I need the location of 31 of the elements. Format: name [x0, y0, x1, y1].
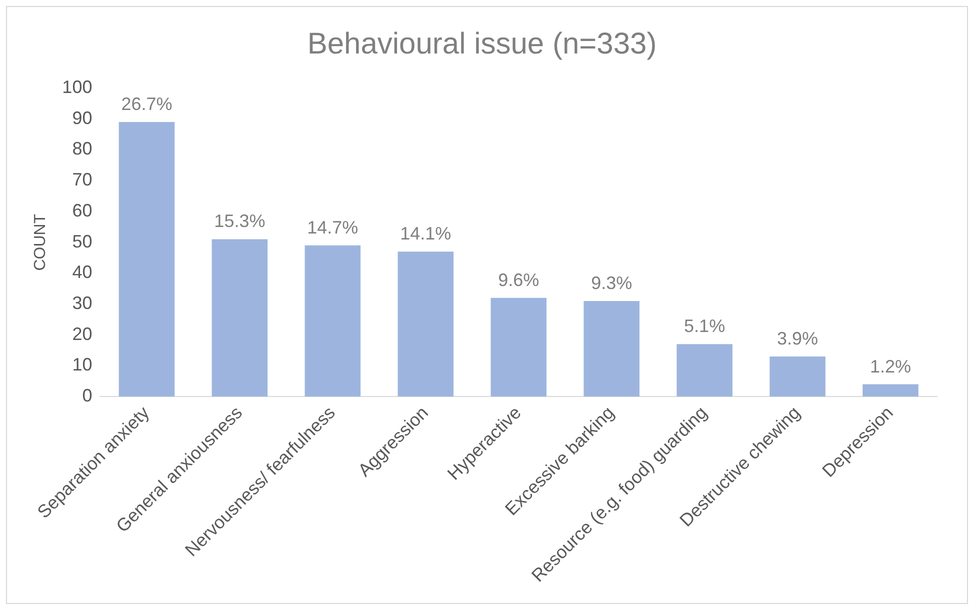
annotation: 1.2%: [870, 356, 912, 376]
annotation: 14.1%: [400, 224, 452, 244]
y-tick-label: 0: [82, 386, 92, 406]
y-tick-label: 80: [72, 138, 92, 159]
bar: [676, 344, 732, 397]
y-tick-label: 20: [72, 324, 92, 344]
chart-title: Behavioural issue (n=333): [307, 27, 657, 60]
annotation: 26.7%: [121, 94, 172, 114]
y-tick-label: 30: [72, 293, 92, 314]
y-tick-label: 50: [72, 231, 92, 252]
bar: [212, 239, 268, 397]
bar: [118, 122, 175, 397]
bar: [862, 384, 918, 397]
annotation: 15.3%: [214, 211, 266, 232]
annotation: 9.6%: [498, 270, 540, 290]
y-tick-label: 100: [62, 76, 92, 97]
bar: [304, 245, 361, 397]
annotation: 3.9%: [777, 328, 818, 348]
y-tick-label: 70: [72, 170, 92, 190]
annotation: 14.7%: [307, 217, 358, 238]
bar: [770, 356, 826, 397]
bar: [398, 252, 454, 397]
y-tick-label: 40: [72, 262, 92, 282]
annotation: 9.3%: [591, 272, 632, 293]
y-tick-label: 90: [72, 108, 92, 128]
y-tick-label: 10: [72, 354, 92, 375]
y-axis-title: COUNT: [32, 214, 50, 271]
y-tick-label: 60: [72, 200, 92, 220]
bar: [490, 298, 547, 397]
bar: [584, 300, 640, 397]
annotation: 5.1%: [684, 316, 726, 336]
